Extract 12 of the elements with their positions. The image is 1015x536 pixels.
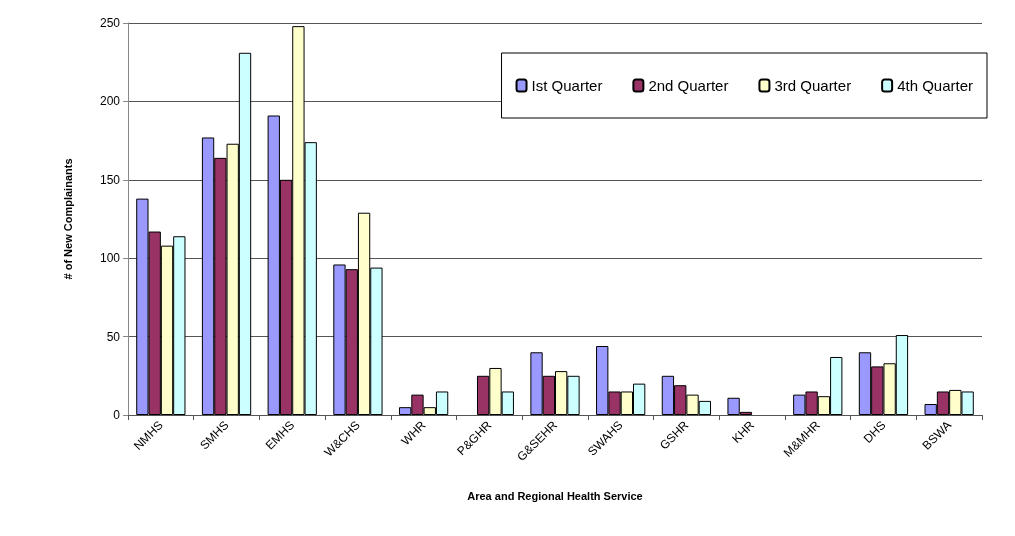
- x-axis-title: Area and Regional Health Service: [467, 489, 643, 502]
- y-tick-label: 0: [113, 408, 121, 422]
- legend-label: Ist Quarter: [531, 77, 603, 94]
- legend-label: 2nd Quarter: [648, 77, 729, 94]
- y-tick-label: 150: [99, 172, 121, 187]
- y-tick-label: 100: [99, 251, 121, 266]
- y-tick-label: 200: [99, 94, 121, 109]
- y-axis-title: # of New Complainants: [61, 158, 74, 280]
- y-tick-label: 250: [99, 16, 121, 30]
- y-tick-label: 50: [106, 329, 121, 344]
- legend-label: 4th Quarter: [897, 77, 973, 94]
- legend-label: 3rd Quarter: [774, 77, 852, 94]
